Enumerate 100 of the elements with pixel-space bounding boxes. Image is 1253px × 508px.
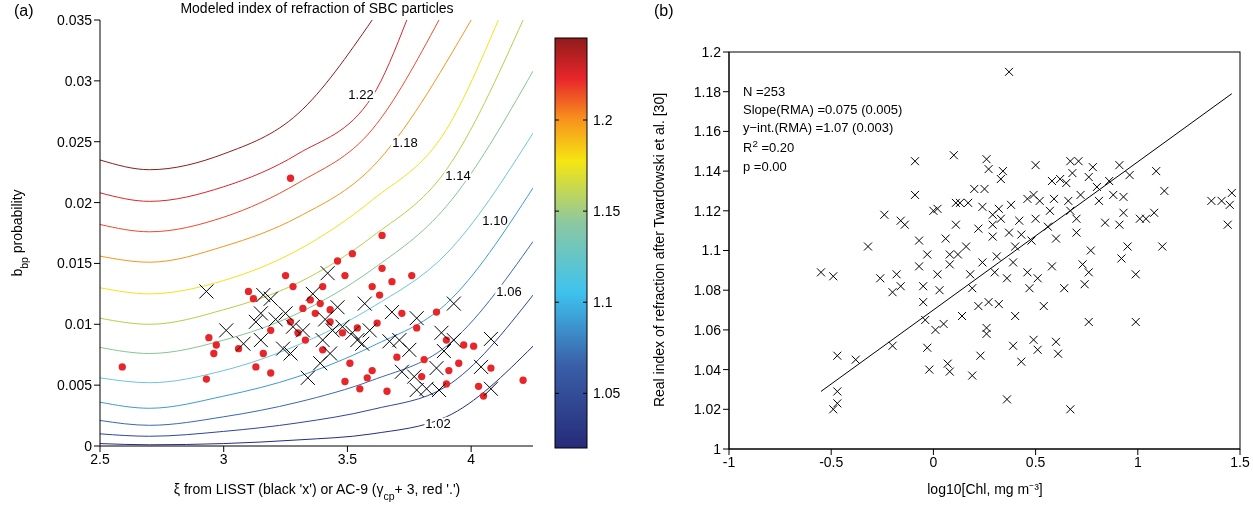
point <box>218 322 234 338</box>
point <box>286 174 295 182</box>
annotation: Slope(RMA) =0.075 (0.005) <box>743 102 903 117</box>
point <box>368 282 376 291</box>
point <box>244 287 253 296</box>
point <box>357 296 373 312</box>
x-axis-title: ξ from LISST (black 'x') or AC-9 (γ$_{cp}$+ 3, red '.') <box>173 481 461 502</box>
y-tick-label: 0.01 <box>64 316 93 333</box>
point <box>479 392 488 400</box>
point <box>469 342 478 350</box>
point <box>278 305 294 321</box>
y-tick-label: 1.16 <box>693 123 722 140</box>
y-tick-label: 1.02 <box>693 401 722 418</box>
line-series <box>100 20 472 263</box>
point <box>354 336 370 352</box>
point <box>348 250 357 258</box>
point <box>295 322 311 338</box>
annotation: 1.06 <box>496 284 522 299</box>
point <box>429 360 444 376</box>
point <box>381 333 397 349</box>
x-axis-title: log10[Chl, mg m⁻³] <box>927 481 1043 497</box>
text: (a) <box>14 2 34 19</box>
point <box>344 325 360 341</box>
point <box>373 319 381 327</box>
line-series <box>100 132 533 384</box>
point <box>212 341 220 349</box>
point <box>409 310 425 326</box>
x-tick-label: 3.5 <box>337 450 358 467</box>
y-tick-label: 0.035 <box>56 11 93 28</box>
point <box>267 369 275 377</box>
point <box>413 324 421 332</box>
y-tick-label: 1.14 <box>693 163 722 180</box>
point <box>473 359 489 375</box>
point <box>325 322 341 338</box>
point <box>487 364 495 372</box>
point <box>445 366 453 375</box>
point <box>305 286 321 302</box>
chart-title: Modeled index of refraction of SBC particles <box>180 0 454 16</box>
point <box>267 326 275 335</box>
line-series <box>100 20 524 325</box>
point <box>281 271 290 280</box>
point <box>341 271 349 280</box>
point <box>378 231 386 240</box>
y-tick-label: 1.08 <box>693 282 722 299</box>
point <box>346 359 354 367</box>
point <box>446 296 462 312</box>
point <box>326 306 334 314</box>
line-series <box>100 20 440 233</box>
line-series <box>100 20 373 171</box>
point <box>255 287 271 303</box>
point <box>268 311 284 327</box>
point <box>474 382 483 391</box>
annotation: y−int.(RMA) =1.07 (0.003) <box>743 120 894 135</box>
point <box>362 322 378 338</box>
point <box>378 264 386 272</box>
point <box>519 376 527 384</box>
text: (b) <box>654 2 674 19</box>
point <box>322 346 338 361</box>
point <box>118 363 126 371</box>
point <box>363 374 371 382</box>
annotation: p =0.00 <box>743 159 787 174</box>
point <box>259 349 267 358</box>
x-tick-label: 1.5 <box>1230 453 1250 470</box>
y-tick-label: 1.18 <box>693 83 722 100</box>
point <box>249 295 258 303</box>
annotation: 1.22 <box>348 87 374 102</box>
point <box>205 334 213 342</box>
point <box>283 346 299 361</box>
point <box>289 282 297 291</box>
point <box>384 304 400 320</box>
point <box>436 343 452 359</box>
point <box>334 319 350 335</box>
point <box>320 265 336 281</box>
point <box>401 342 417 358</box>
y-tick-label: 0 <box>84 437 93 454</box>
annotation: 1.14 <box>445 168 471 183</box>
point <box>248 314 264 330</box>
point <box>394 364 410 380</box>
annotation: N =253 <box>743 84 786 99</box>
y-tick-label: 0.005 <box>56 377 93 394</box>
point <box>285 319 301 335</box>
point <box>383 387 391 395</box>
point <box>408 271 416 280</box>
point <box>202 375 211 383</box>
point <box>398 309 406 317</box>
point <box>442 380 451 388</box>
color-bar-label: 1.2 <box>593 112 613 128</box>
x-tick-label: 0.5 <box>1025 453 1046 470</box>
point <box>432 308 441 316</box>
annotation: 1.10 <box>482 213 508 228</box>
point <box>460 341 468 349</box>
point <box>338 329 347 337</box>
point <box>253 332 269 348</box>
point <box>263 291 279 307</box>
point <box>368 366 376 375</box>
x-tick-label: 1 <box>1133 453 1142 470</box>
y-axis-title: Real index of refraction after Twardowski et al. [30] <box>651 92 667 408</box>
point <box>316 299 324 308</box>
point <box>330 299 346 315</box>
point <box>210 349 218 358</box>
